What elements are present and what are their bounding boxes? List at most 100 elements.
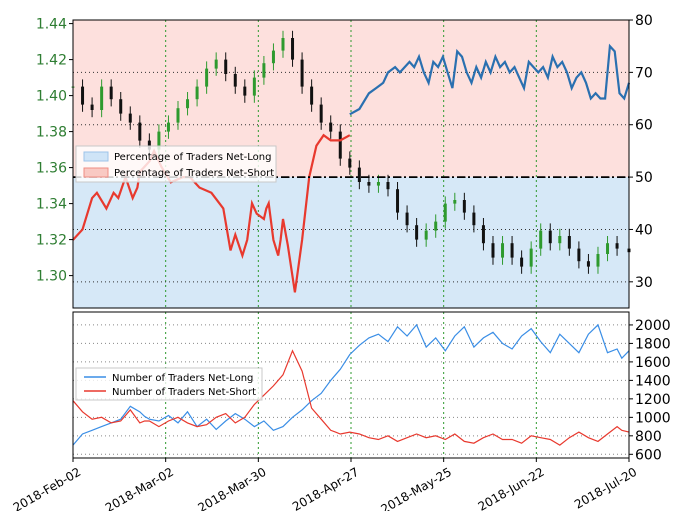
count-tick-label: 1000 bbox=[635, 410, 671, 426]
price-tick-label: 1.44 bbox=[36, 17, 67, 33]
price-tick-label: 1.30 bbox=[36, 269, 67, 285]
price-tick-label: 1.42 bbox=[36, 53, 67, 69]
count-tick-label: 600 bbox=[635, 447, 662, 463]
date-tick-label: 2018-Apr-27 bbox=[290, 465, 361, 511]
candle-body bbox=[443, 203, 447, 222]
candle-body bbox=[147, 140, 151, 150]
candle-body bbox=[424, 230, 428, 240]
candle-body bbox=[310, 86, 314, 105]
series-line bbox=[72, 323, 630, 446]
candle-body bbox=[338, 131, 342, 159]
candle-body bbox=[520, 257, 524, 267]
candle-body bbox=[548, 230, 552, 244]
candle-body bbox=[90, 104, 94, 110]
candle-body bbox=[434, 221, 438, 231]
date-tick-label: 2018-Mar-02 bbox=[103, 465, 176, 511]
count-tick-label: 1400 bbox=[635, 373, 671, 389]
legend-label-net-long: Percentage of Traders Net-Long bbox=[114, 152, 272, 163]
price-tick-label: 1.32 bbox=[36, 233, 67, 249]
percentage-tick-label: 40 bbox=[635, 222, 653, 238]
candle-body bbox=[81, 86, 85, 105]
bottom-legend: Number of Traders Net-Long Number of Tra… bbox=[75, 367, 263, 401]
candle-body bbox=[472, 212, 476, 226]
date-tick-label: 2018-Mar-30 bbox=[196, 465, 269, 511]
price-tick-label: 1.40 bbox=[36, 89, 67, 105]
candle-body bbox=[319, 104, 323, 123]
price-tick-label: 1.38 bbox=[36, 125, 67, 141]
candle-body bbox=[329, 122, 333, 132]
count-tick-label: 1800 bbox=[635, 336, 671, 352]
date-axis: 2018-Feb-02 2018-Mar-02 2018-Mar-30 2018-Ap… bbox=[11, 458, 639, 511]
candle-body bbox=[271, 50, 275, 64]
candlesticks bbox=[71, 30, 631, 274]
candle-body bbox=[491, 243, 495, 258]
price-tick-label: 1.36 bbox=[36, 161, 67, 177]
date-tick-label: 2018-Jul-20 bbox=[572, 465, 639, 511]
percentage-axis: 30 40 50 60 70 80 bbox=[629, 13, 653, 291]
candle-body bbox=[376, 182, 380, 186]
series-line bbox=[72, 349, 630, 446]
candle-body bbox=[233, 74, 237, 87]
percentage-tick-label: 70 bbox=[635, 65, 653, 81]
candle-body bbox=[119, 99, 123, 114]
candle-body bbox=[596, 254, 600, 267]
candle-body bbox=[109, 86, 113, 100]
candle-body bbox=[214, 59, 218, 69]
candle-body bbox=[558, 236, 562, 244]
candle-body bbox=[567, 236, 571, 249]
candle-body bbox=[262, 63, 266, 78]
percentage-tick-label: 30 bbox=[635, 275, 653, 291]
candle-body bbox=[453, 200, 457, 204]
candle-body bbox=[195, 86, 199, 100]
count-lines bbox=[72, 323, 630, 446]
price-axis: 1.30 1.32 1.34 1.36 1.38 1.40 1.42 1.44 bbox=[36, 17, 73, 285]
candle-body bbox=[462, 200, 466, 213]
legend-swatch-net-long bbox=[83, 151, 109, 162]
candle-body bbox=[510, 243, 514, 258]
date-tick-label: 2018-May-25 bbox=[378, 465, 453, 511]
price-tick-label: 1.34 bbox=[36, 197, 67, 213]
date-tick-label: 2018-Jun-22 bbox=[476, 465, 547, 511]
candle-body bbox=[481, 225, 485, 244]
candle-body bbox=[405, 212, 409, 226]
top-legend: Percentage of Traders Net-Long Percentag… bbox=[75, 145, 277, 183]
candle-body bbox=[166, 122, 170, 132]
candle-body bbox=[224, 59, 228, 74]
percentage-tick-label: 60 bbox=[635, 118, 653, 134]
count-axis: 600 800 1000 1200 1400 1600 1800 2000 bbox=[629, 318, 671, 463]
candle-body bbox=[539, 230, 543, 249]
legend-label-net-short: Percentage of Traders Net-Short bbox=[114, 168, 274, 179]
candle-body bbox=[606, 243, 610, 254]
candle-body bbox=[186, 99, 190, 109]
candle-body bbox=[348, 158, 352, 168]
candle-body bbox=[243, 86, 247, 96]
percentage-tick-label: 80 bbox=[635, 13, 653, 29]
candle-body bbox=[205, 68, 209, 87]
candle-body bbox=[252, 77, 256, 96]
percentage-tick-label: 50 bbox=[635, 170, 653, 186]
candle-body bbox=[357, 167, 361, 182]
candle-body bbox=[157, 131, 161, 150]
series-line bbox=[349, 43, 631, 116]
candle-body bbox=[367, 182, 371, 186]
count-tick-label: 800 bbox=[635, 429, 662, 445]
candle-body bbox=[300, 59, 304, 87]
count-tick-label: 1600 bbox=[635, 355, 671, 371]
legend-label-count-short: Number of Traders Net-Short bbox=[112, 387, 256, 398]
count-tick-label: 1200 bbox=[635, 392, 671, 408]
candle-body bbox=[281, 38, 285, 51]
candle-body bbox=[529, 248, 533, 267]
count-tick-label: 2000 bbox=[635, 318, 671, 334]
legend-label-count-long: Number of Traders Net-Long bbox=[112, 373, 253, 384]
candle-body bbox=[415, 225, 419, 240]
candle-body bbox=[386, 182, 390, 190]
candle-body bbox=[100, 86, 104, 110]
candle-body bbox=[501, 243, 505, 258]
candle-body bbox=[586, 261, 590, 267]
candle-body bbox=[396, 189, 400, 213]
candle-body bbox=[138, 122, 142, 141]
candle-body bbox=[577, 248, 581, 262]
candle-body bbox=[291, 38, 295, 60]
legend-swatch-net-short bbox=[83, 167, 109, 178]
